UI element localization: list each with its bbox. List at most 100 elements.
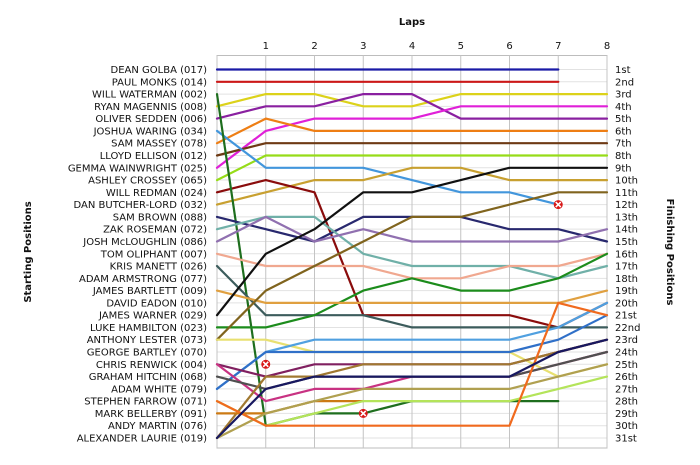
driver-position-line xyxy=(215,166,609,206)
lap-ticks: 1 2 3 4 5 6 7 8 xyxy=(263,41,611,52)
starting-driver-label: DAVID EADON (010) xyxy=(106,298,207,309)
finishing-position-label: 6th xyxy=(615,126,632,137)
driver-position-line xyxy=(215,92,609,120)
finishing-position-label: 1st xyxy=(615,65,631,76)
finishing-position-label: 13th xyxy=(615,212,638,223)
driver-position-line xyxy=(215,338,609,440)
driver-position-line xyxy=(215,166,609,317)
lap-tick-label: 2 xyxy=(311,41,317,52)
finishing-position-label: 22nd xyxy=(615,323,640,334)
driver-position-line xyxy=(215,338,609,440)
finishing-position-label: 14th xyxy=(615,225,638,236)
finishing-position-label: 9th xyxy=(615,163,632,174)
starting-driver-label: LUKE HAMBILTON (023) xyxy=(90,323,207,334)
starting-driver-label: JOSHUA WARING (034) xyxy=(93,126,208,137)
top-axis-title: Laps xyxy=(399,17,425,28)
starting-driver-label: ZAK ROSEMAN (072) xyxy=(103,225,207,236)
starting-driver-label: ANDY MARTIN (076) xyxy=(108,421,207,432)
driver-position-line xyxy=(215,363,609,440)
finishing-position-labels: 1st2nd3rd4th5th6th7th8th9th10th11th12th1… xyxy=(615,65,640,445)
finishing-position-label: 31st xyxy=(615,434,637,445)
retirement-markers xyxy=(261,200,563,418)
right-axis-title: Finishing Positions xyxy=(664,199,675,306)
driver-position-line xyxy=(215,215,609,280)
finishing-position-label: 26th xyxy=(615,372,638,383)
driver-position-line xyxy=(215,375,609,427)
starting-driver-label: CHRIS RENWICK (004) xyxy=(96,360,207,371)
starting-driver-label: JAMES WARNER (029) xyxy=(98,311,207,322)
starting-driver-label: WILL REDMAN (024) xyxy=(106,188,207,199)
retired-marker-cross xyxy=(262,361,269,368)
finishing-position-label: 12th xyxy=(615,200,638,211)
starting-driver-label: SAM BROWN (088) xyxy=(113,212,207,223)
driver-position-line xyxy=(215,191,609,341)
retired-marker-cross xyxy=(360,410,367,417)
finishing-position-label: 27th xyxy=(615,384,638,395)
driver-position-line xyxy=(215,105,609,169)
driver-position-line xyxy=(215,215,609,243)
finishing-position-label: 28th xyxy=(615,397,638,408)
lap-tick-label: 4 xyxy=(409,41,415,52)
finishing-position-label: 4th xyxy=(615,102,632,113)
finishing-position-label: 30th xyxy=(615,421,638,432)
finishing-position-label: 15th xyxy=(615,237,638,248)
starting-driver-label: GEORGE BARTLEY (070) xyxy=(87,348,207,359)
starting-driver-label: KRIS MANETT (026) xyxy=(110,262,207,273)
finishing-position-label: 16th xyxy=(615,249,638,260)
finishing-position-label: 17th xyxy=(615,262,638,273)
finishing-position-label: 2nd xyxy=(615,77,634,88)
driver-series xyxy=(215,68,609,440)
finishing-position-label: 29th xyxy=(615,409,638,420)
starting-driver-label: ADAM ARMSTRONG (077) xyxy=(79,274,207,285)
retired-marker-cross xyxy=(555,201,562,208)
starting-driver-label: PAUL MONKS (014) xyxy=(112,77,207,88)
driver-position-line xyxy=(215,154,609,182)
starting-driver-label: GRAHAM HITCHIN (068) xyxy=(89,372,207,383)
driver-position-line xyxy=(215,117,609,145)
starting-driver-label: JOSH McLOUGHLIN (086) xyxy=(82,237,207,248)
driver-position-line xyxy=(215,264,609,329)
finishing-position-label: 23rd xyxy=(615,335,638,346)
lap-tick-label: 7 xyxy=(555,41,561,52)
starting-driver-label: STEPHEN FARROW (071) xyxy=(84,397,207,408)
driver-position-line xyxy=(215,142,609,157)
finishing-position-label: 8th xyxy=(615,151,632,162)
starting-driver-label: DAN BUTCHER-LORD (032) xyxy=(73,200,207,211)
finishing-position-label: 11th xyxy=(615,188,638,199)
left-axis-title: Starting Positions xyxy=(23,201,34,302)
retired-marker-icon xyxy=(261,359,271,369)
finishing-position-label: 19th xyxy=(615,286,638,297)
finishing-position-label: 25th xyxy=(615,360,638,371)
starting-driver-label: JAMES BARTLETT (009) xyxy=(92,286,207,297)
finishing-position-label: 21st xyxy=(615,311,637,322)
finishing-position-label: 18th xyxy=(615,274,638,285)
starting-driver-label: RYAN MAGENNIS (008) xyxy=(94,102,207,113)
starting-driver-label: LLOYD ELLISON (012) xyxy=(100,151,207,162)
starting-driver-label: ASHLEY CROSSEY (065) xyxy=(88,176,207,187)
starting-driver-label: ALEXANDER LAURIE (019) xyxy=(77,434,207,445)
finishing-position-label: 20th xyxy=(615,298,638,309)
finishing-position-label: 7th xyxy=(615,139,632,150)
finishing-position-label: 10th xyxy=(615,176,638,187)
starting-driver-label: ANTHONY LESTER (073) xyxy=(87,335,207,346)
retired-marker-icon xyxy=(553,200,563,210)
finishing-position-label: 5th xyxy=(615,114,632,125)
finishing-position-label: 3rd xyxy=(615,90,632,101)
starting-driver-label: DEAN GOLBA (017) xyxy=(111,65,208,76)
driver-position-line xyxy=(215,301,609,390)
lap-tick-label: 6 xyxy=(506,41,512,52)
driver-position-line xyxy=(215,301,609,427)
driver-position-line xyxy=(215,179,609,329)
starting-driver-label: OLIVER SEDDEN (006) xyxy=(95,114,207,125)
starting-driver-label: MARK BELLERBY (091) xyxy=(95,409,207,420)
driver-position-line xyxy=(215,92,609,108)
finishing-position-label: 24th xyxy=(615,348,638,359)
starting-driver-label: SAM MASSEY (078) xyxy=(111,139,207,150)
retired-marker-icon xyxy=(358,408,368,418)
starting-driver-label: GEMMA WAINWRIGHT (025) xyxy=(68,163,207,174)
starting-driver-label: ADAM WHITE (079) xyxy=(111,384,207,395)
starting-driver-label: TOM OLIPHANT (007) xyxy=(100,249,207,260)
starting-grid-labels: DEAN GOLBA (017)PAUL MONKS (014) WILL WAT… xyxy=(68,65,207,445)
lap-tick-label: 8 xyxy=(604,41,610,52)
